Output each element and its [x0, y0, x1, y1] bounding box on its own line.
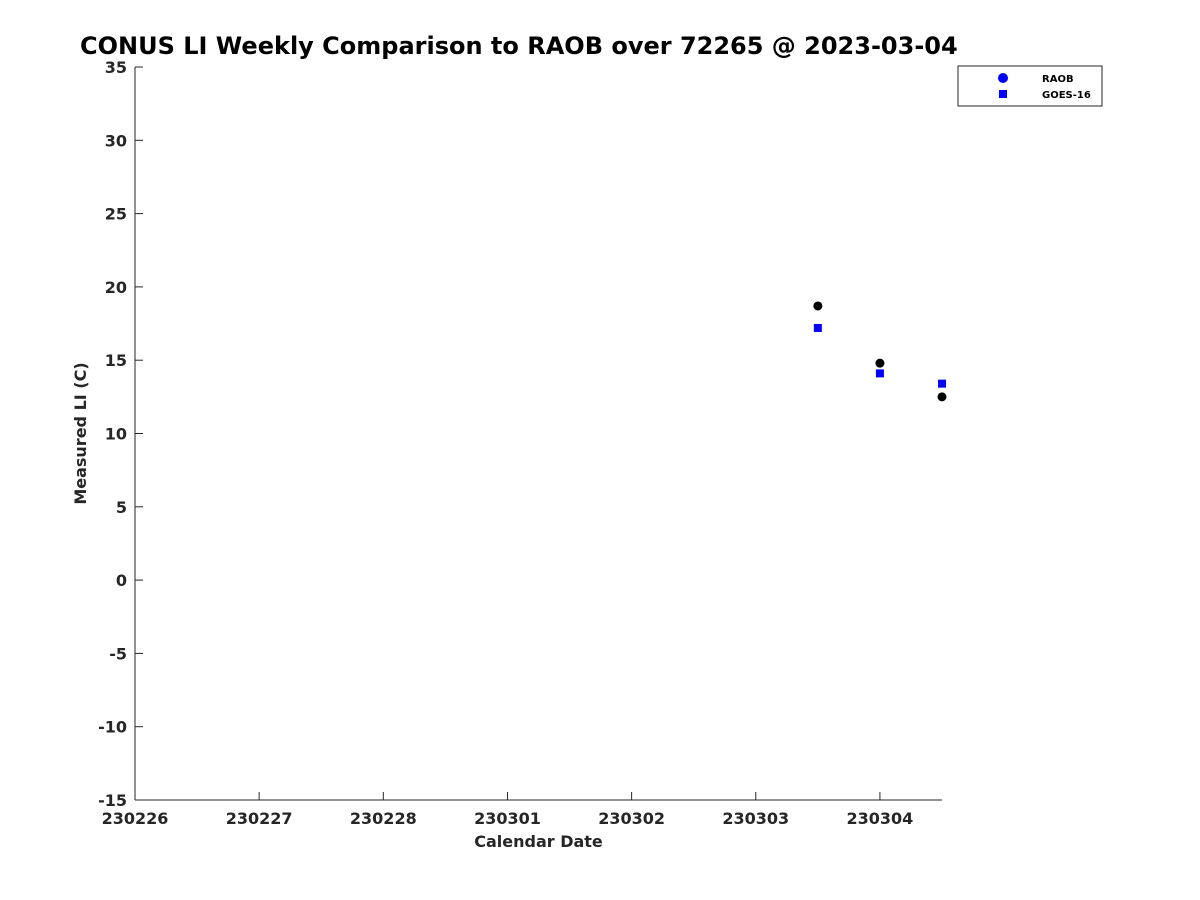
y-axis-label: Measured LI (C) [71, 362, 90, 504]
legend-label: RAOB [1042, 74, 1074, 85]
x-tick-label: 230227 [226, 809, 293, 828]
raob-point [875, 358, 885, 368]
y-tick-label: 35 [105, 58, 127, 77]
goes16-point [875, 369, 884, 378]
legend-items: RAOB GOES-16 [998, 73, 1091, 101]
raob-point [937, 392, 947, 402]
x-tick-label: 230304 [847, 809, 914, 828]
x-tick-label: 230303 [722, 809, 789, 828]
goes16-point [813, 323, 822, 332]
x-tick-label: 230228 [350, 809, 417, 828]
legend: RAOB GOES-16 [957, 65, 1103, 107]
legend-marker-goes16 [999, 90, 1007, 98]
x-tick-label: 230301 [474, 809, 541, 828]
data-points [813, 301, 947, 402]
legend-label: GOES-16 [1042, 90, 1091, 101]
y-tick-label: -10 [98, 718, 127, 737]
legend-marker-raob [998, 73, 1008, 83]
y-tick-label: -5 [109, 644, 127, 663]
y-tick-label: -15 [98, 791, 127, 810]
y-tick-label: 0 [116, 571, 127, 590]
chart-title: CONUS LI Weekly Comparison to RAOB over … [80, 32, 958, 60]
raob-point [813, 301, 823, 311]
y-tick-label: 25 [105, 205, 127, 224]
y-tick-label: 30 [105, 131, 127, 150]
y-tick-label: 15 [105, 351, 127, 370]
y-tick-label: 5 [116, 498, 127, 517]
y-tick-label: 20 [105, 278, 127, 297]
x-axis-label: Calendar Date [474, 832, 603, 851]
y-tick-label: 10 [105, 425, 127, 444]
x-tick-label: 230302 [598, 809, 665, 828]
goes16-point [938, 379, 946, 388]
axes [134, 67, 942, 801]
legend-box [957, 65, 1103, 107]
x-ticks: 230226 230227 230228 230301 230302 230303 2303… [102, 792, 914, 828]
y-ticks: 35 30 25 20 15 10 5 0 -5 -10 -15 [98, 58, 143, 810]
x-tick-label: 230226 [102, 809, 169, 828]
